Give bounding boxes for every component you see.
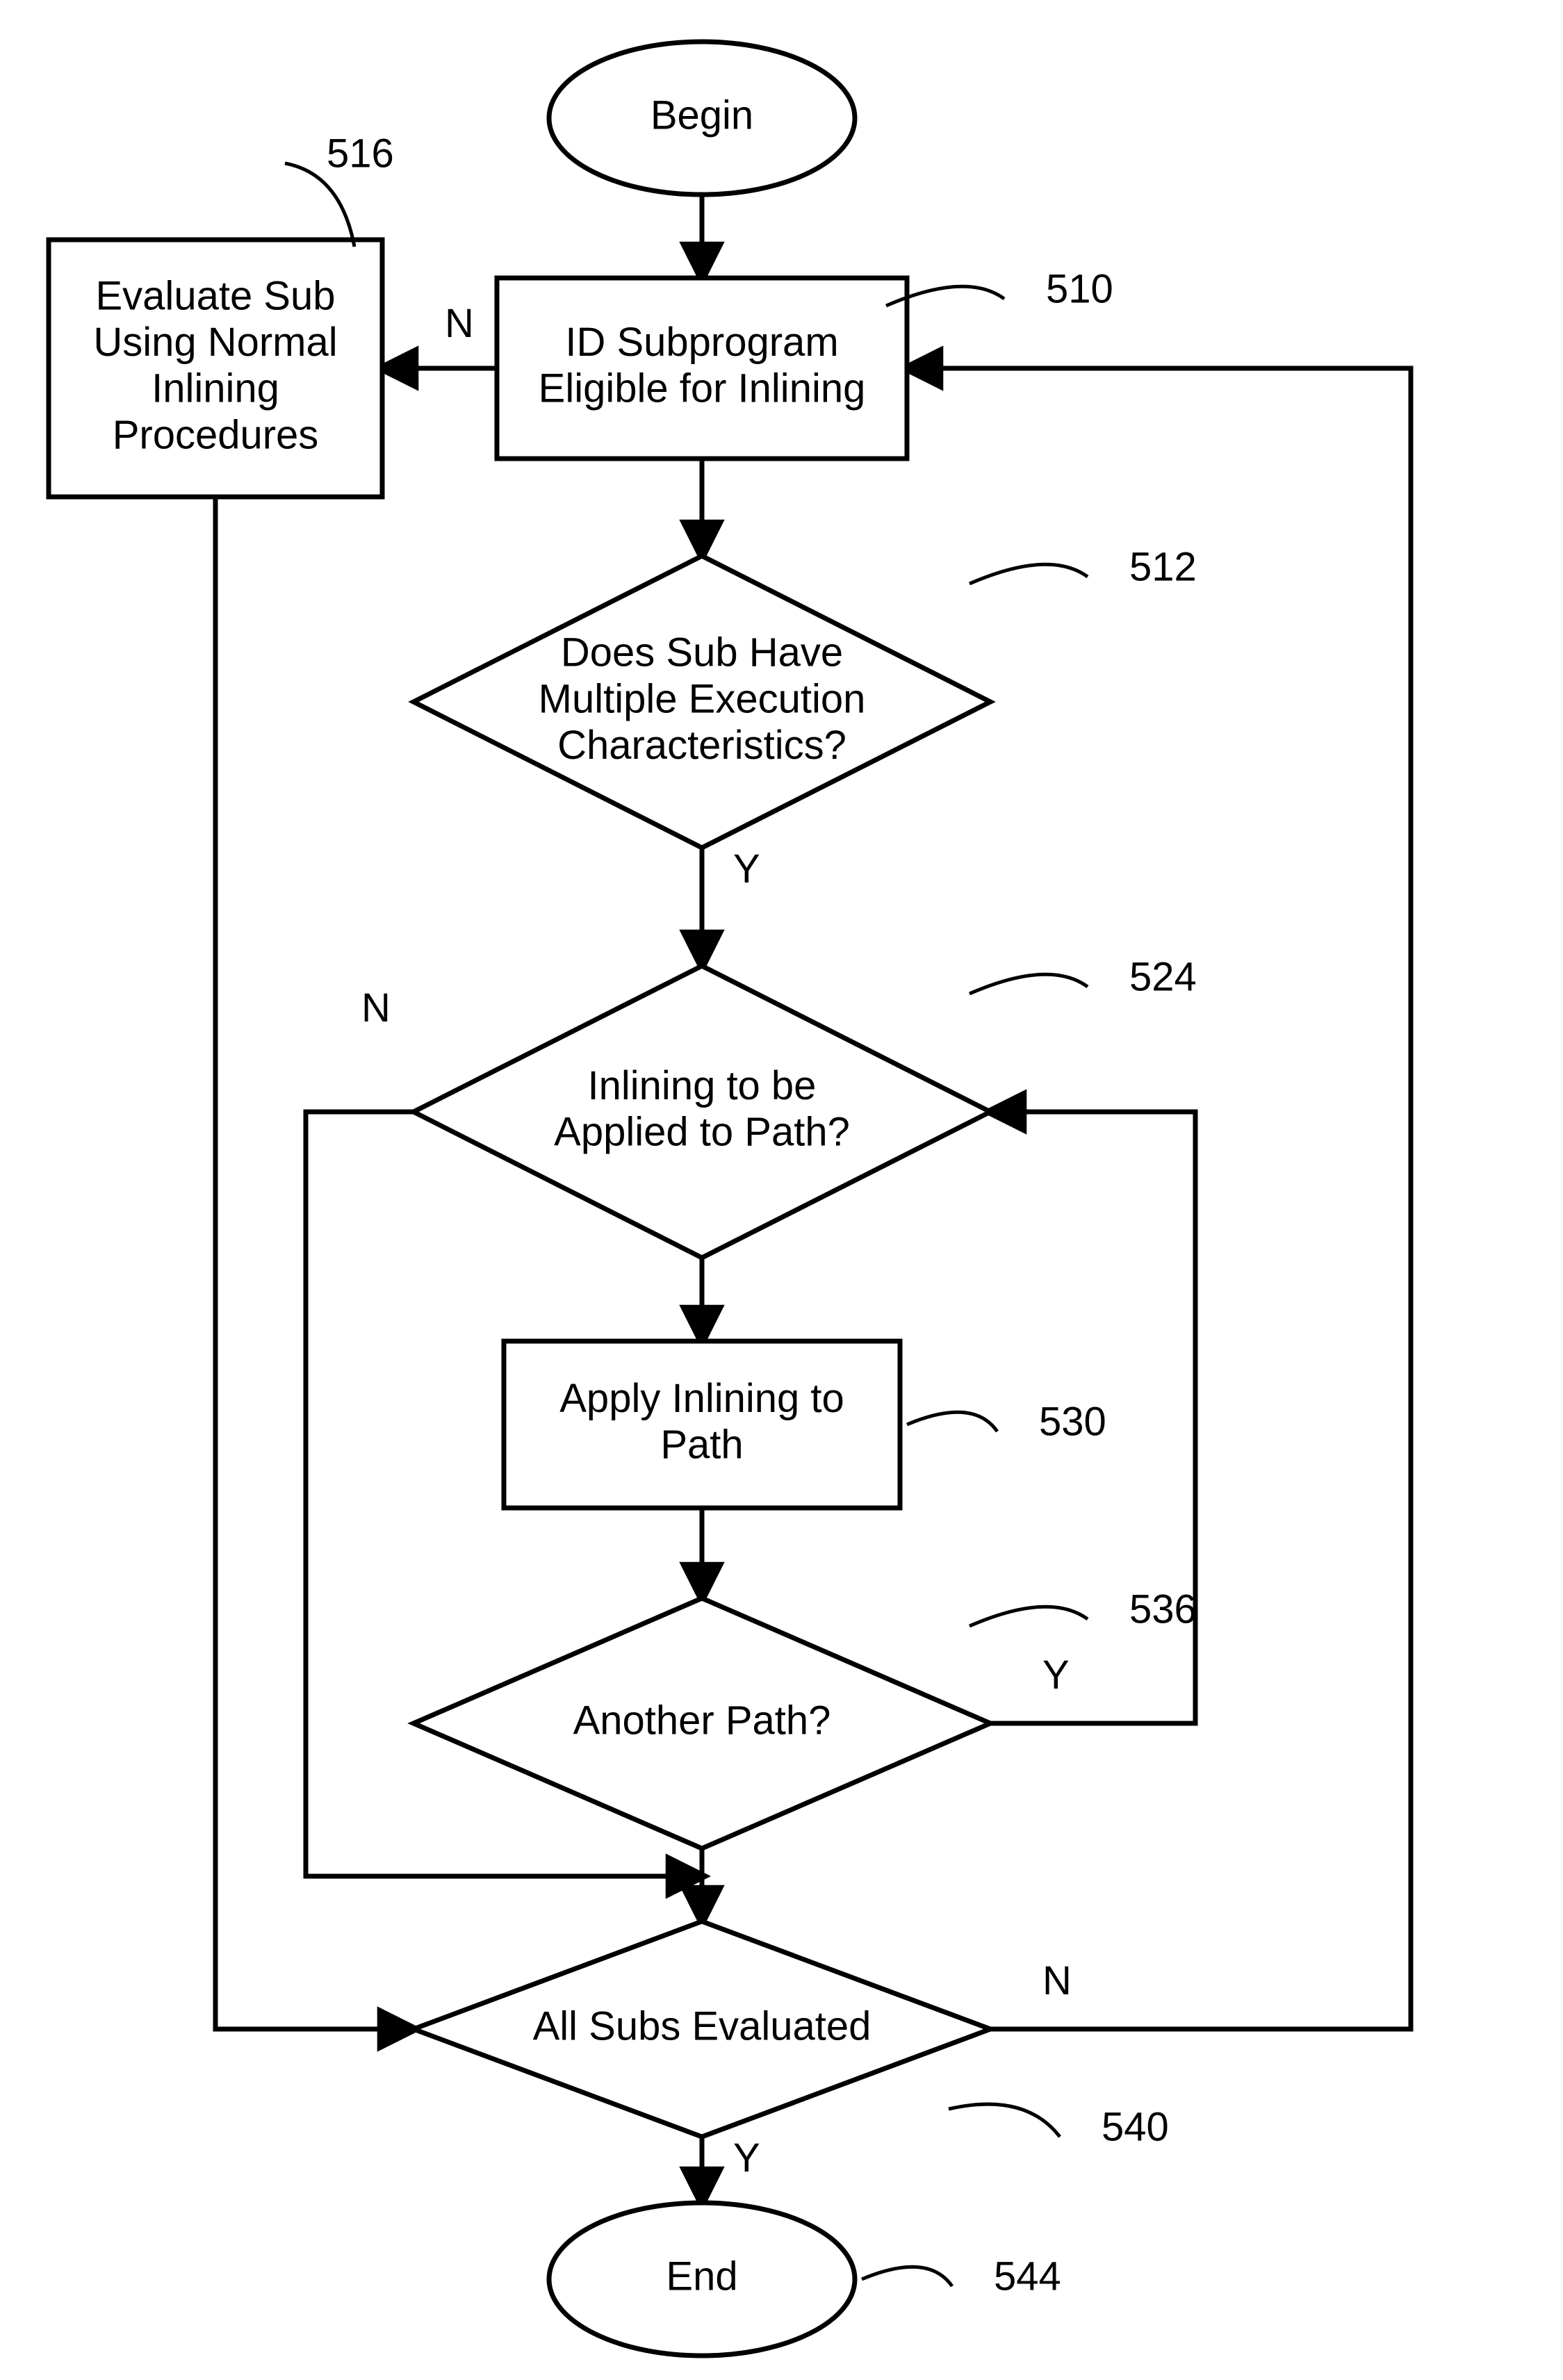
edge-label: N <box>445 301 474 346</box>
node-text-line: Applied to Path? <box>554 1110 850 1155</box>
ref-label-allsubs: 540 <box>1102 2104 1169 2149</box>
node-text-line: Characteristics? <box>557 723 846 768</box>
node-begin: Begin <box>549 42 855 195</box>
ref-label-apply: 530 <box>1039 1399 1106 1444</box>
node-text-line: Inlining to be <box>588 1063 817 1108</box>
node-id: ID SubprogramEligible for Inlining <box>497 278 907 459</box>
node-text-line: End <box>666 2254 737 2299</box>
node-text-line: Path <box>660 1422 743 1468</box>
ref-label-mexec: 512 <box>1129 544 1197 589</box>
node-text-line: ID Subprogram <box>565 320 838 365</box>
node-end: End <box>549 2203 855 2356</box>
node-text-line: Using Normal <box>93 320 337 365</box>
node-text-line: Evaluate Sub <box>95 273 335 318</box>
edge-label: Y <box>733 2135 760 2181</box>
edge-label: Y <box>733 846 760 892</box>
node-text-line: Another Path? <box>573 1698 831 1743</box>
node-text-line: All Subs Evaluated <box>533 2003 871 2049</box>
ref-label-inpath: 524 <box>1129 954 1197 999</box>
edge-label: N <box>361 985 391 1031</box>
node-text-line: Eligible for Inlining <box>539 366 866 411</box>
node-eval: Evaluate SubUsing NormalInliningProcedur… <box>49 240 382 497</box>
ref-label-id: 510 <box>1046 266 1113 311</box>
edge-label: N <box>1042 1958 1072 2003</box>
node-text-line: Procedures <box>113 412 319 457</box>
edge-label: Y <box>1042 1652 1070 1698</box>
node-text-line: Inlining <box>152 366 279 411</box>
node-text-line: Does Sub Have <box>561 630 843 675</box>
ref-label-end: 544 <box>994 2254 1061 2299</box>
node-text-line: Begin <box>650 92 753 138</box>
node-apply: Apply Inlining toPath <box>504 1341 900 1508</box>
ref-label-another: 536 <box>1129 1586 1197 1632</box>
node-text-line: Multiple Execution <box>539 676 866 721</box>
node-text-line: Apply Inlining to <box>559 1376 844 1421</box>
ref-label-eval: 516 <box>327 131 394 176</box>
